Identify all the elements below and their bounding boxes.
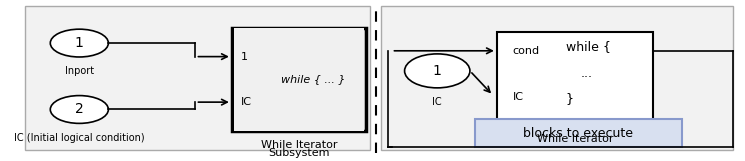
FancyBboxPatch shape: [25, 6, 370, 150]
Text: while {: while {: [565, 40, 611, 53]
Text: Subsystem: Subsystem: [268, 148, 330, 158]
Text: }: }: [565, 92, 574, 105]
Ellipse shape: [405, 54, 470, 88]
Text: IC: IC: [432, 97, 442, 107]
Ellipse shape: [51, 29, 108, 57]
Text: cond: cond: [513, 46, 540, 56]
Ellipse shape: [51, 96, 108, 123]
Text: 1: 1: [75, 36, 83, 50]
FancyBboxPatch shape: [475, 119, 682, 147]
Text: IC: IC: [241, 97, 252, 107]
FancyBboxPatch shape: [232, 28, 366, 131]
Text: ...: ...: [580, 67, 592, 80]
Text: 2: 2: [75, 103, 83, 116]
Text: while { ... }: while { ... }: [281, 74, 346, 84]
Text: IC: IC: [513, 92, 524, 102]
FancyBboxPatch shape: [497, 32, 653, 125]
Text: 1: 1: [241, 52, 247, 62]
FancyBboxPatch shape: [234, 28, 364, 131]
FancyBboxPatch shape: [381, 6, 733, 150]
Text: Inport: Inport: [65, 66, 94, 76]
Text: While Iterator: While Iterator: [261, 140, 337, 150]
Text: blocks to execute: blocks to execute: [524, 127, 633, 140]
Text: IC (Initial logical condition): IC (Initial logical condition): [14, 133, 145, 143]
Text: While Iterator: While Iterator: [536, 134, 613, 144]
Text: 1: 1: [433, 64, 442, 78]
